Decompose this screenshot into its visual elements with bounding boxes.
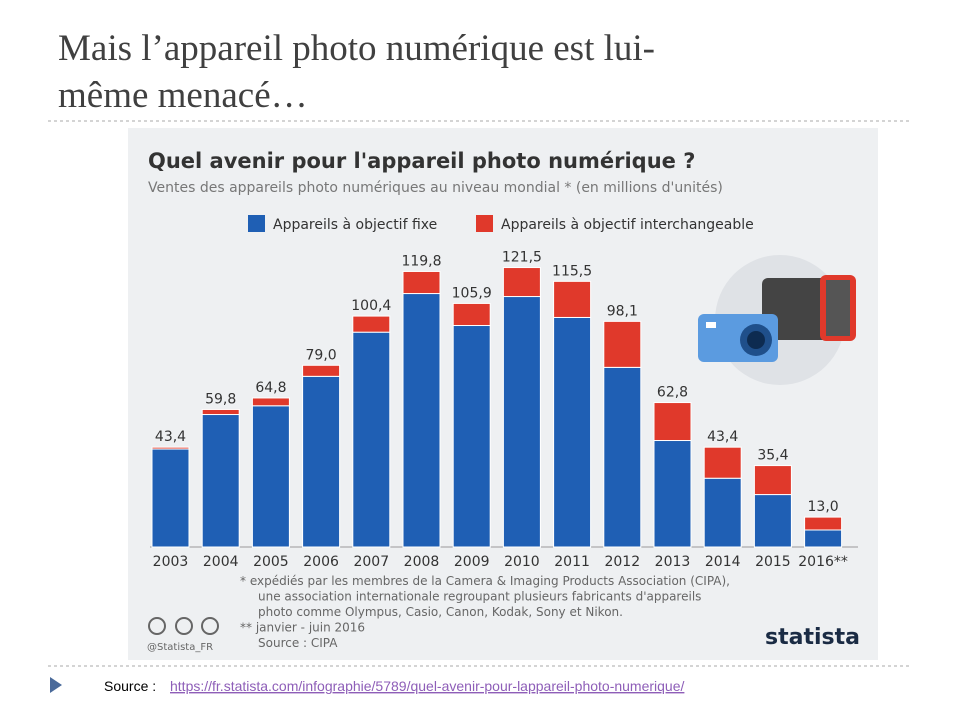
camera-icon (698, 255, 856, 385)
source-link[interactable]: https://fr.statista.com/infographie/5789… (170, 678, 685, 694)
bar-segment (653, 440, 692, 548)
bar-segment (302, 364, 341, 377)
total-label: 79,0 (306, 347, 337, 363)
footnote: une association internationale regroupan… (258, 590, 701, 604)
total-label: 35,4 (757, 448, 788, 464)
bar-segment (603, 320, 642, 368)
x-tick-label: 2006 (303, 554, 339, 570)
bar-segment (603, 366, 642, 548)
total-label: 98,1 (607, 303, 638, 319)
total-label: 64,8 (255, 380, 286, 396)
bar-segment (653, 402, 692, 442)
legend-swatch (248, 215, 265, 232)
bar-segment (251, 397, 290, 407)
legend-label: Appareils à objectif interchangeable (501, 217, 754, 233)
bar-segment (502, 296, 541, 548)
footnote: photo comme Olympus, Casio, Canon, Kodak… (258, 605, 623, 619)
bar-segment (753, 465, 792, 496)
legend-label: Appareils à objectif fixe (273, 217, 437, 233)
bar-segment (402, 293, 441, 548)
x-tick-label: 2012 (604, 554, 640, 570)
bar-segment (201, 408, 240, 416)
brand: statista (765, 625, 860, 650)
x-tick-label: 2003 (153, 554, 189, 570)
x-tick-label: 2008 (404, 554, 440, 570)
x-tick-label: 2011 (554, 554, 590, 570)
bar-segment (753, 494, 792, 548)
source-label: Source : (104, 678, 156, 694)
chart-title: Quel avenir pour l'appareil photo numéri… (148, 149, 695, 173)
x-tick-label: 2014 (705, 554, 741, 570)
x-tick-label: 2016** (798, 554, 848, 570)
bar-segment (302, 375, 341, 548)
bar-segment (452, 325, 491, 548)
x-tick-label: 2010 (504, 554, 540, 570)
cc-icon (148, 617, 166, 635)
bar-segment (201, 414, 240, 548)
bullet (50, 677, 62, 693)
bar-segment (804, 529, 843, 548)
total-label: 62,8 (657, 385, 688, 401)
bar-segment (151, 446, 190, 450)
bar-segment (703, 446, 742, 479)
legend-swatch (476, 215, 493, 232)
bar-segment (703, 477, 742, 548)
credit: @Statista_FR (147, 642, 213, 653)
by-icon (175, 617, 193, 635)
total-label: 43,4 (155, 429, 186, 445)
slide-title: même menacé… (58, 75, 308, 116)
chart-subtitle: Ventes des appareils photo numériques au… (148, 180, 723, 196)
bar-segment (352, 315, 391, 333)
slide-title: Mais l’appareil photo numérique est lui- (58, 28, 655, 69)
nd-icon (201, 617, 219, 635)
bar-segment (151, 448, 190, 548)
x-tick-label: 2007 (353, 554, 389, 570)
x-tick-label: 2009 (454, 554, 490, 570)
bar-segment (502, 267, 541, 298)
x-tick-label: 2013 (655, 554, 691, 570)
footnote: * expédiés par les membres de la Camera … (240, 574, 730, 588)
x-tick-label: 2004 (203, 554, 239, 570)
total-label: 13,0 (808, 499, 839, 515)
total-label: 121,5 (502, 250, 542, 266)
total-label: 59,8 (205, 391, 236, 407)
total-label: 100,4 (351, 298, 391, 314)
bar-segment (553, 316, 592, 548)
plot: Appareils à objectif fixe Appareils à obj… (150, 215, 858, 650)
bar-segment (553, 280, 592, 318)
bar-segment (402, 270, 441, 295)
x-tick-label: 2015 (755, 554, 791, 570)
total-label: 105,9 (452, 285, 492, 301)
total-label: 115,5 (552, 263, 592, 279)
bar-segment (251, 405, 290, 548)
bar-segment (452, 302, 491, 327)
total-label: 119,8 (401, 253, 441, 269)
total-label: 43,4 (707, 429, 738, 445)
x-tick-label: 2005 (253, 554, 289, 570)
footnote: ** janvier - juin 2016 (240, 621, 365, 635)
footnote: Source : CIPA (258, 636, 338, 650)
bar-segment (804, 516, 843, 531)
bar-segment (352, 331, 391, 548)
